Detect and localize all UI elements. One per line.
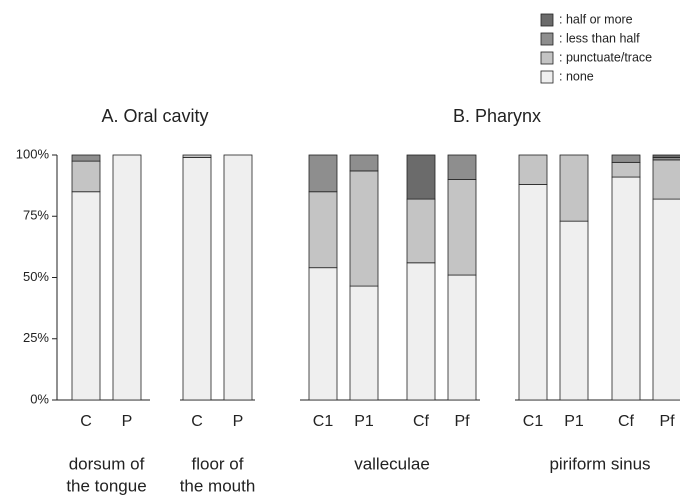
- group-label: dorsum of: [69, 454, 145, 473]
- group-label: floor of: [192, 454, 244, 473]
- section-title: A. Oral cavity: [101, 106, 208, 126]
- legend-swatch: [540, 70, 554, 84]
- legend-swatch: [540, 51, 554, 65]
- bar-segment: [308, 154, 338, 193]
- x-tick-label: Pf: [659, 413, 675, 430]
- bar-segment: [71, 160, 101, 193]
- section-title: B. Pharynx: [453, 106, 541, 126]
- bar-segment: [518, 183, 548, 401]
- bar-segment: [406, 198, 436, 264]
- bar-segment: [349, 285, 379, 401]
- bar-segment: [447, 274, 477, 401]
- y-tick-label: 100%: [16, 146, 50, 161]
- group-label: the tongue: [66, 476, 146, 495]
- bar-segment: [447, 154, 477, 180]
- bar-segment: [447, 179, 477, 276]
- x-tick-label: P1: [354, 413, 374, 430]
- bar-segment: [652, 198, 680, 401]
- bar-segment: [308, 267, 338, 401]
- y-tick-label: 0%: [30, 391, 49, 406]
- bar-segment: [71, 191, 101, 401]
- bar-segment: [349, 170, 379, 287]
- y-tick-label: 25%: [23, 330, 49, 345]
- bar-segment: [112, 154, 142, 401]
- legend-swatch: [540, 13, 554, 27]
- bar-segment: [308, 191, 338, 269]
- y-tick-label: 75%: [23, 208, 49, 223]
- bar-segment: [559, 154, 589, 222]
- legend-label: : half or more: [559, 12, 633, 26]
- legend-label: : none: [559, 69, 594, 83]
- x-tick-label: C: [191, 413, 203, 430]
- legend-swatch: [540, 32, 554, 46]
- bar-segment: [518, 154, 548, 185]
- bar-segment: [182, 154, 212, 158]
- group-label: the mouth: [180, 476, 256, 495]
- x-tick-label: P1: [564, 413, 584, 430]
- x-tick-label: C1: [313, 413, 334, 430]
- bar-segment: [406, 262, 436, 401]
- legend-label: : less than half: [559, 31, 640, 45]
- x-tick-label: Cf: [413, 413, 430, 430]
- bar-segment: [611, 176, 641, 401]
- group-label: valleculae: [354, 454, 430, 473]
- bar-segment: [406, 154, 436, 200]
- bar-segment: [652, 159, 680, 200]
- x-tick-label: Cf: [618, 413, 635, 430]
- x-tick-label: C: [80, 413, 92, 430]
- x-tick-label: C1: [523, 413, 544, 430]
- legend-label: : punctuate/trace: [559, 50, 652, 64]
- bar-segment: [559, 220, 589, 401]
- bar-segment: [652, 154, 680, 158]
- x-tick-label: P: [122, 413, 133, 430]
- bar-segment: [349, 154, 379, 172]
- bar-segment: [223, 154, 253, 401]
- bar-segment: [611, 154, 641, 163]
- group-label: piriform sinus: [549, 454, 650, 473]
- y-tick-label: 50%: [23, 269, 49, 284]
- x-tick-label: Pf: [454, 413, 470, 430]
- x-tick-label: P: [233, 413, 244, 430]
- bar-segment: [71, 154, 101, 162]
- bar-segment: [611, 161, 641, 178]
- bar-segment: [182, 157, 212, 401]
